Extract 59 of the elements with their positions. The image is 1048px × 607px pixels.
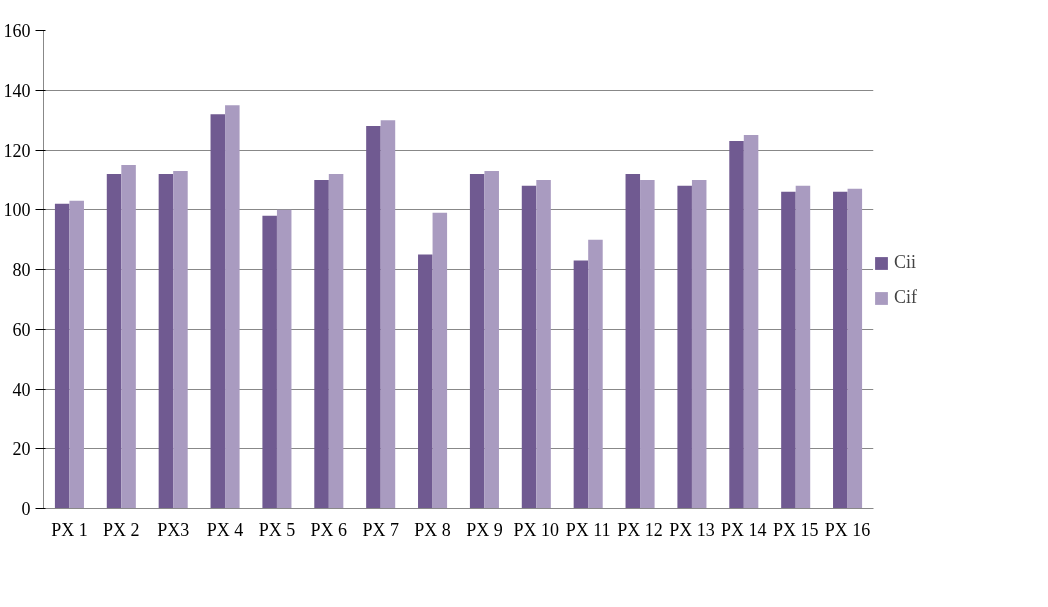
x-tick-label: PX 15 (772, 519, 819, 540)
y-tick-label: 160 (3, 21, 31, 41)
x-tick-label: PX 1 (51, 519, 88, 540)
bar (418, 254, 433, 509)
bar (781, 191, 796, 509)
bar (262, 215, 277, 509)
bar (225, 105, 240, 509)
bar (677, 185, 692, 509)
x-tick-label: PX 13 (669, 519, 715, 540)
bar (366, 126, 381, 509)
bar (625, 173, 641, 509)
x-tick-label: PX 9 (466, 519, 503, 540)
y-tick-label: 100 (3, 200, 31, 221)
y-tick-label: 80 (12, 260, 31, 280)
x-tick-label: PX 4 (206, 519, 244, 540)
bar (328, 173, 344, 509)
bar (743, 135, 759, 509)
y-tick-label: 120 (3, 140, 31, 161)
x-tick-label: PX 14 (721, 519, 767, 540)
x-tick-label: PX 6 (310, 519, 348, 540)
bar (432, 212, 448, 509)
x-tick-label: PX 16 (824, 519, 871, 540)
bar (276, 209, 292, 509)
x-tick-label: PX 7 (362, 519, 399, 540)
bar (314, 179, 329, 509)
y-tick-label: 40 (12, 379, 31, 400)
y-tick-label: 60 (12, 319, 31, 340)
bar (158, 173, 174, 509)
bar (210, 114, 226, 509)
bar (173, 170, 188, 509)
bar (106, 173, 122, 509)
bar (588, 239, 603, 509)
x-tick-label: PX 8 (414, 519, 451, 540)
bar (380, 120, 396, 509)
bar (573, 260, 589, 509)
bar (536, 179, 551, 509)
y-tick-label: 140 (3, 80, 31, 101)
x-tick-label: PX 12 (617, 519, 663, 540)
bar (847, 188, 863, 509)
bar (54, 203, 70, 509)
bar (469, 173, 485, 509)
bar (833, 191, 848, 509)
bar (640, 179, 655, 509)
legend-label: Cif (894, 287, 918, 308)
bar (521, 185, 537, 509)
x-tick-label: PX 2 (103, 519, 140, 540)
bar (729, 141, 744, 509)
x-tick-label: PX 5 (258, 519, 296, 540)
y-tick-label: 20 (12, 439, 31, 460)
x-tick-label: PX 10 (513, 519, 560, 540)
x-tick-label: PX3 (157, 519, 190, 540)
legend-label: Cii (894, 252, 917, 273)
bar (691, 179, 707, 509)
bar (795, 185, 811, 509)
x-tick-label: PX 11 (565, 519, 611, 540)
bar (69, 200, 84, 509)
bar (484, 170, 499, 509)
bar (121, 164, 136, 509)
y-tick-label: 0 (21, 499, 31, 519)
